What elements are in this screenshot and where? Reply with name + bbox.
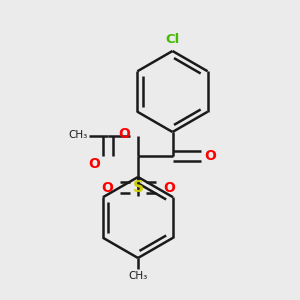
Text: CH₃: CH₃ xyxy=(68,130,88,140)
Text: Cl: Cl xyxy=(165,33,180,46)
Text: CH₃: CH₃ xyxy=(128,271,148,281)
Text: S: S xyxy=(133,180,143,195)
Text: O: O xyxy=(118,127,130,141)
Text: O: O xyxy=(163,181,175,194)
Text: O: O xyxy=(88,158,101,172)
Text: O: O xyxy=(205,149,217,163)
Text: O: O xyxy=(101,181,113,194)
